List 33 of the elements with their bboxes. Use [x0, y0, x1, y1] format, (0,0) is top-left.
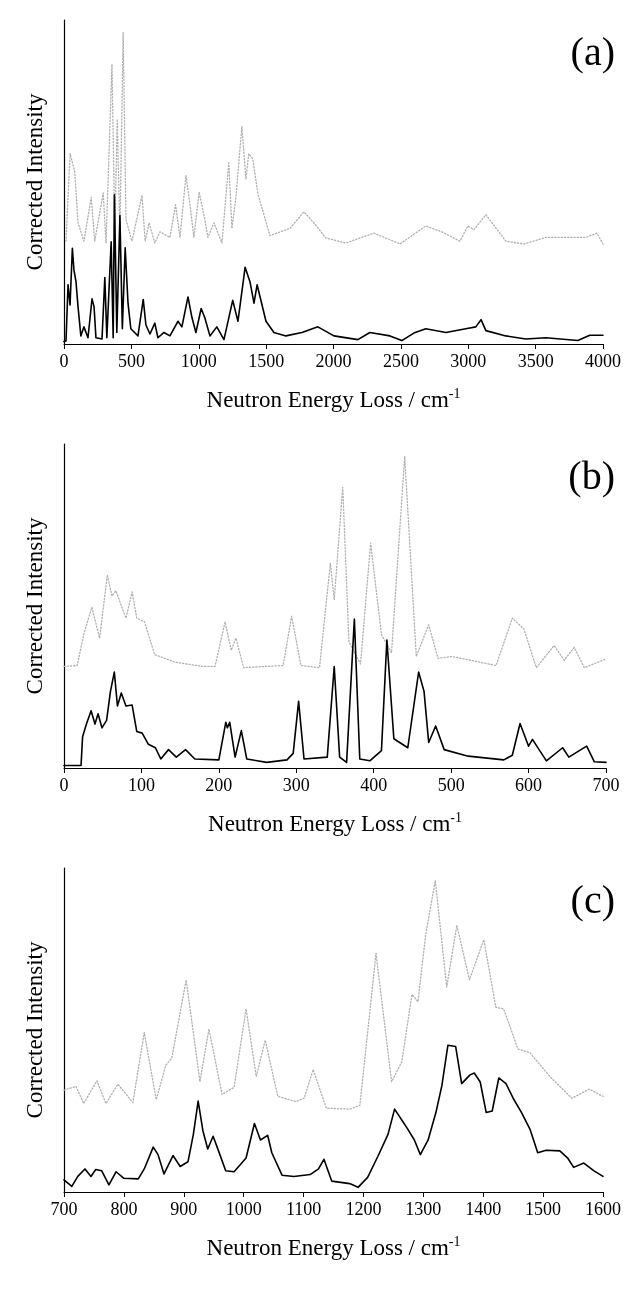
x-tick-label: 1500: [525, 1199, 562, 1219]
x-tick-label: 700: [50, 1199, 78, 1219]
x-tick-label: 2500: [382, 351, 419, 371]
y-axis-title: Corrected Intensity: [22, 941, 47, 1119]
x-tick-label: 1400: [465, 1199, 502, 1219]
x-tick-label: 0: [59, 775, 69, 795]
x-tick-label: 1300: [405, 1199, 442, 1219]
x-tick-label: 800: [110, 1199, 138, 1219]
x-tick-label: 1100: [285, 1199, 322, 1219]
x-tick-label: 700: [592, 775, 620, 795]
y-axis-title: Corrected Intensity: [22, 93, 47, 271]
x-tick-label: 1200: [345, 1199, 382, 1219]
chart-title: (a): [570, 28, 616, 74]
x-tick-label: 3000: [450, 351, 487, 371]
x-tick-label: 300: [282, 775, 310, 795]
x-tick-label: 0: [59, 351, 69, 371]
chart-title: (b): [568, 452, 615, 498]
x-tick-label: 1000: [180, 351, 217, 371]
x-tick-label: 600: [515, 775, 543, 795]
x-tick-label: 500: [117, 351, 145, 371]
x-tick-label: 1600: [585, 1199, 621, 1219]
x-tick-label: 500: [437, 775, 465, 795]
x-tick-label: 100: [127, 775, 155, 795]
x-tick-label: 4000: [585, 351, 621, 371]
x-tick-label: 1500: [248, 351, 285, 371]
chart-title: (c): [570, 876, 616, 922]
x-tick-label: 400: [360, 775, 388, 795]
x-tick-label: 3500: [517, 351, 554, 371]
x-tick-label: 1000: [225, 1199, 262, 1219]
x-tick-label: 2000: [315, 351, 352, 371]
x-tick-label: 900: [170, 1199, 198, 1219]
x-tick-label: 200: [205, 775, 233, 795]
y-axis-title: Corrected Intensity: [22, 517, 47, 695]
